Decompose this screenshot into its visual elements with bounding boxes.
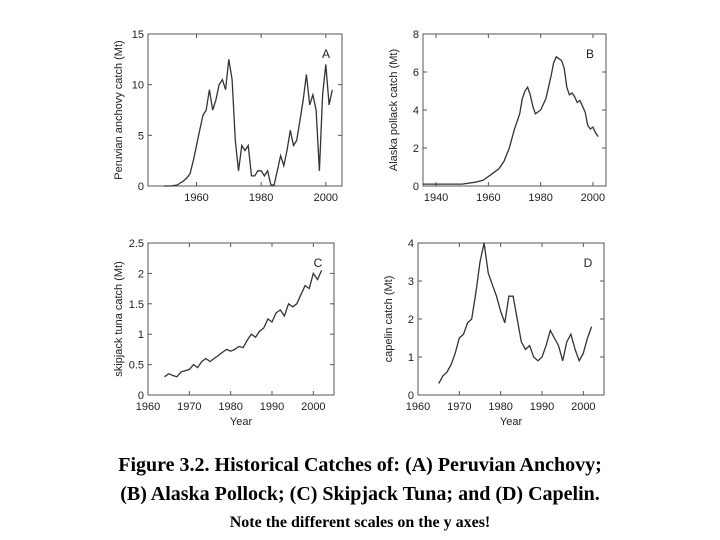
chart-a-ytick-label-2: 10 — [132, 80, 144, 92]
chart-a-xtick-label-0: 1960 — [184, 192, 208, 204]
chart-b-ytick-label-1: 2 — [413, 143, 419, 155]
chart-b-xtick-label-2: 1980 — [528, 192, 552, 204]
chart-b-ytick-label-0: 0 — [413, 181, 419, 193]
chart-b-series-line — [423, 55, 599, 185]
chart-c-panel-label: C — [314, 256, 323, 270]
chart-a-panel-label: A — [322, 47, 330, 61]
chart-c-xtick-label-4: 2000 — [301, 401, 325, 413]
figure-caption-line-1: Figure 3.2. Historical Catches of: (A) P… — [118, 454, 602, 476]
chart-c-ylabel: skipjack tuna catch (Mt) — [113, 261, 125, 377]
chart-c-xtick-label-2: 1980 — [218, 401, 242, 413]
chart-d-ytick-label-4: 4 — [408, 238, 414, 250]
chart-b-ytick-label-3: 6 — [413, 67, 419, 79]
chart-c-ytick-label-5: 2.5 — [129, 238, 144, 250]
chart-d-xlabel: Year — [500, 416, 523, 428]
chart-c-xtick-label-0: 1960 — [136, 401, 160, 413]
chart-d-ytick-label-3: 3 — [408, 276, 414, 288]
chart-b-ylabel: Alaska pollack catch (Mt) — [388, 49, 400, 171]
chart-a-ylabel: Peruvian anchovy catch (Mt) — [113, 40, 125, 179]
chart-b-xtick-label-3: 2000 — [581, 192, 605, 204]
figure-caption-line-2: (B) Alaska Pollock; (C) Skipjack Tuna; a… — [120, 483, 600, 505]
chart-c-ytick-label-0: 0 — [138, 390, 144, 402]
chart-a-ytick-label-3: 15 — [132, 29, 144, 41]
chart-b-ytick-label-4: 8 — [413, 29, 419, 41]
chart-a-xtick-label-2: 2000 — [314, 192, 338, 204]
chart-b-frame — [422, 33, 607, 187]
chart-a-ytick-label-1: 5 — [138, 130, 144, 142]
chart-d-ytick-label-1: 1 — [408, 352, 414, 364]
chart-d-xtick-label-3: 1990 — [530, 401, 554, 413]
chart-b-xtick-label-1: 1960 — [476, 192, 500, 204]
chart-d-xtick-label-1: 1970 — [447, 401, 471, 413]
chart-d-ytick-label-2: 2 — [408, 314, 414, 326]
chart-d-frame — [417, 242, 605, 396]
chart-c-ytick-label-3: 1.5 — [129, 299, 144, 311]
chart-d-ytick-label-0: 0 — [408, 390, 414, 402]
chart-c-xlabel: Year — [230, 416, 253, 428]
chart-c-ytick-label-1: 0.5 — [129, 360, 144, 372]
chart-d-xtick-label-0: 1960 — [406, 401, 430, 413]
chart-c-xtick-label-1: 1970 — [177, 401, 201, 413]
chart-d-xtick-label-4: 2000 — [571, 401, 595, 413]
chart-a-frame — [147, 33, 343, 187]
chart-a-series-line — [164, 59, 333, 187]
chart-a-xtick-label-1: 1980 — [249, 192, 273, 204]
chart-c-ytick-label-4: 2 — [138, 268, 144, 280]
chart-d-panel-label: D — [584, 256, 593, 270]
figure-caption-note: Note the different scales on the y axes! — [229, 514, 491, 531]
chart-d-xtick-label-2: 1980 — [488, 401, 512, 413]
chart-c-xtick-label-3: 1990 — [260, 401, 284, 413]
chart-a-ytick-label-0: 0 — [138, 181, 144, 193]
chart-c-ytick-label-2: 1 — [138, 329, 144, 341]
chart-c-series-line — [164, 270, 323, 378]
chart-d-ylabel: capelin catch (Mt) — [383, 276, 395, 363]
chart-b-xtick-label-0: 1940 — [424, 192, 448, 204]
chart-d-series-line — [438, 242, 593, 384]
chart-b-panel-label: B — [586, 47, 594, 61]
chart-b-ytick-label-2: 4 — [413, 105, 419, 117]
chart-c-frame — [147, 242, 335, 396]
